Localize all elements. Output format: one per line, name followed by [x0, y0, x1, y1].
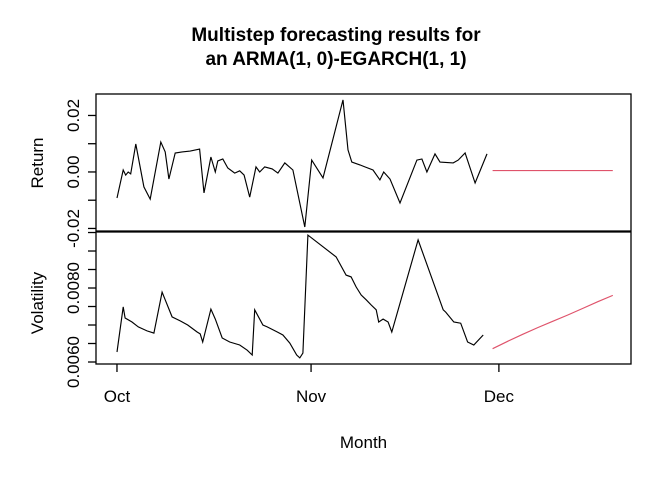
plot-border: [95, 93, 632, 365]
x-tick-label-dec: Dec: [484, 387, 515, 406]
observed-return-line: [116, 99, 488, 228]
observed-volatility-line: [116, 233, 484, 359]
y-tick-label: 0.02: [64, 99, 83, 132]
chart-title-line2: an ARMA(1, 0)-EGARCH(1, 1): [205, 49, 467, 70]
y-tick-label: 0.0060: [64, 336, 83, 388]
y-tick-label: 0.0080: [64, 262, 83, 314]
x-tick-label-oct: Oct: [104, 387, 131, 406]
x-tick-label-nov: Nov: [296, 387, 327, 406]
month-axis-label: Month: [339, 433, 388, 452]
chart-title-line1: Multistep forecasting results for: [191, 25, 481, 46]
y-tick-label: 0.00: [64, 155, 83, 188]
y-tick-label: -0.02: [64, 209, 83, 248]
forecast-volatility-line: [492, 294, 614, 350]
